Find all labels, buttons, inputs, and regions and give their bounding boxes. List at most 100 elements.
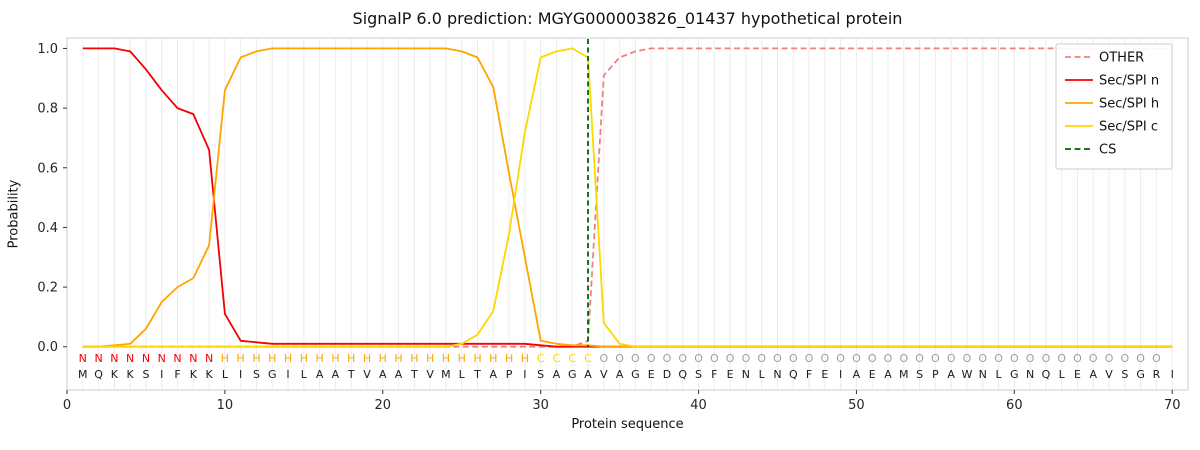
region-label: O xyxy=(994,352,1003,365)
legend-label: Sec/SPI h xyxy=(1099,97,1159,112)
residue-letter: Q xyxy=(94,368,103,381)
residue-letter: L xyxy=(301,368,308,381)
legend: OTHER Sec/SPI n Sec/SPI h Sec/SPI c CS xyxy=(1055,43,1173,170)
legend-label: Sec/SPI c xyxy=(1099,120,1158,135)
x-tick-label: 10 xyxy=(217,398,234,413)
residue-letter: K xyxy=(111,368,119,381)
residue-letter: G xyxy=(631,368,640,381)
residue-letter: S xyxy=(537,368,544,381)
residue-letter: T xyxy=(347,368,355,381)
region-label: H xyxy=(300,352,308,365)
residue-letter: L xyxy=(222,368,229,381)
region-label: H xyxy=(252,352,260,365)
residue-letter: G xyxy=(568,368,577,381)
region-label: O xyxy=(978,352,987,365)
region-label: O xyxy=(915,352,924,365)
residue-letter: A xyxy=(616,368,624,381)
residue-letter: F xyxy=(174,368,180,381)
residue-letter: I xyxy=(160,368,163,381)
residue-letter: Q xyxy=(1042,368,1051,381)
residue-letter: Q xyxy=(678,368,687,381)
residue-letter: R xyxy=(1153,368,1161,381)
residue-letter: P xyxy=(932,368,939,381)
residue-letter: E xyxy=(648,368,655,381)
region-label: O xyxy=(742,352,751,365)
region-label: O xyxy=(1089,352,1098,365)
residue-letter: A xyxy=(316,368,324,381)
y-tick-label: 0.2 xyxy=(37,281,58,296)
residue-letter: E xyxy=(727,368,734,381)
residue-letter: G xyxy=(1010,368,1019,381)
residue-letter: M xyxy=(899,368,909,381)
region-label: O xyxy=(852,352,861,365)
y-tick-label: 0.0 xyxy=(37,340,58,355)
region-label: N xyxy=(126,352,134,365)
residue-letter: A xyxy=(884,368,892,381)
residue-letter: S xyxy=(253,368,260,381)
region-label: N xyxy=(173,352,181,365)
region-label: O xyxy=(1152,352,1161,365)
region-label: O xyxy=(899,352,908,365)
series-lines xyxy=(82,47,1173,348)
region-label: C xyxy=(553,352,561,365)
region-label: O xyxy=(773,352,782,365)
region-label: O xyxy=(1105,352,1114,365)
region-label: H xyxy=(521,352,529,365)
region-label: O xyxy=(963,352,972,365)
y-tick-label: 0.6 xyxy=(37,161,58,176)
region-label: O xyxy=(694,352,703,365)
residue-letter: N xyxy=(1026,368,1034,381)
residue-letter: V xyxy=(363,368,371,381)
residue-letter: A xyxy=(1090,368,1098,381)
region-label: O xyxy=(789,352,798,365)
region-label: O xyxy=(805,352,814,365)
region-label: H xyxy=(458,352,466,365)
x-tick-label: 30 xyxy=(532,398,549,413)
region-label: C xyxy=(584,352,592,365)
legend-box xyxy=(1055,43,1173,170)
residue-letter: L xyxy=(459,368,466,381)
x-axis: 0 10 20 30 40 50 60 70 xyxy=(63,390,1180,413)
residue-letter: N xyxy=(979,368,987,381)
region-label: H xyxy=(237,352,245,365)
residue-letter: V xyxy=(426,368,434,381)
region-label: O xyxy=(678,352,687,365)
region-label: N xyxy=(110,352,118,365)
region-label: H xyxy=(363,352,371,365)
x-tick-label: 50 xyxy=(848,398,865,413)
region-label: O xyxy=(884,352,893,365)
region-label: N xyxy=(79,352,87,365)
region-label: O xyxy=(1136,352,1145,365)
residue-letter: I xyxy=(239,368,242,381)
residue-letter: S xyxy=(142,368,149,381)
residue-letter: W xyxy=(962,368,973,381)
residue-letter: A xyxy=(853,368,861,381)
residue-letter: F xyxy=(806,368,812,381)
x-tick-label: 60 xyxy=(1006,398,1023,413)
residue-letter: I xyxy=(286,368,289,381)
series-line-sec-spi-c xyxy=(82,47,1173,348)
residue-letter: Q xyxy=(789,368,798,381)
region-label: O xyxy=(1010,352,1019,365)
residue-letter: A xyxy=(379,368,387,381)
region-label: O xyxy=(1073,352,1082,365)
region-label: N xyxy=(158,352,166,365)
residue-letter: E xyxy=(821,368,828,381)
region-label: O xyxy=(821,352,830,365)
x-tick-label: 20 xyxy=(375,398,392,413)
x-tick-label: 40 xyxy=(690,398,707,413)
residue-letter: F xyxy=(711,368,717,381)
plot-background xyxy=(67,38,1188,390)
region-label: O xyxy=(1042,352,1051,365)
legend-label: OTHER xyxy=(1099,51,1144,66)
region-label: O xyxy=(631,352,640,365)
residue-letter: A xyxy=(395,368,403,381)
region-label: H xyxy=(394,352,402,365)
region-label: O xyxy=(931,352,940,365)
region-label: H xyxy=(410,352,418,365)
region-label: O xyxy=(1057,352,1066,365)
residue-letter: I xyxy=(839,368,842,381)
